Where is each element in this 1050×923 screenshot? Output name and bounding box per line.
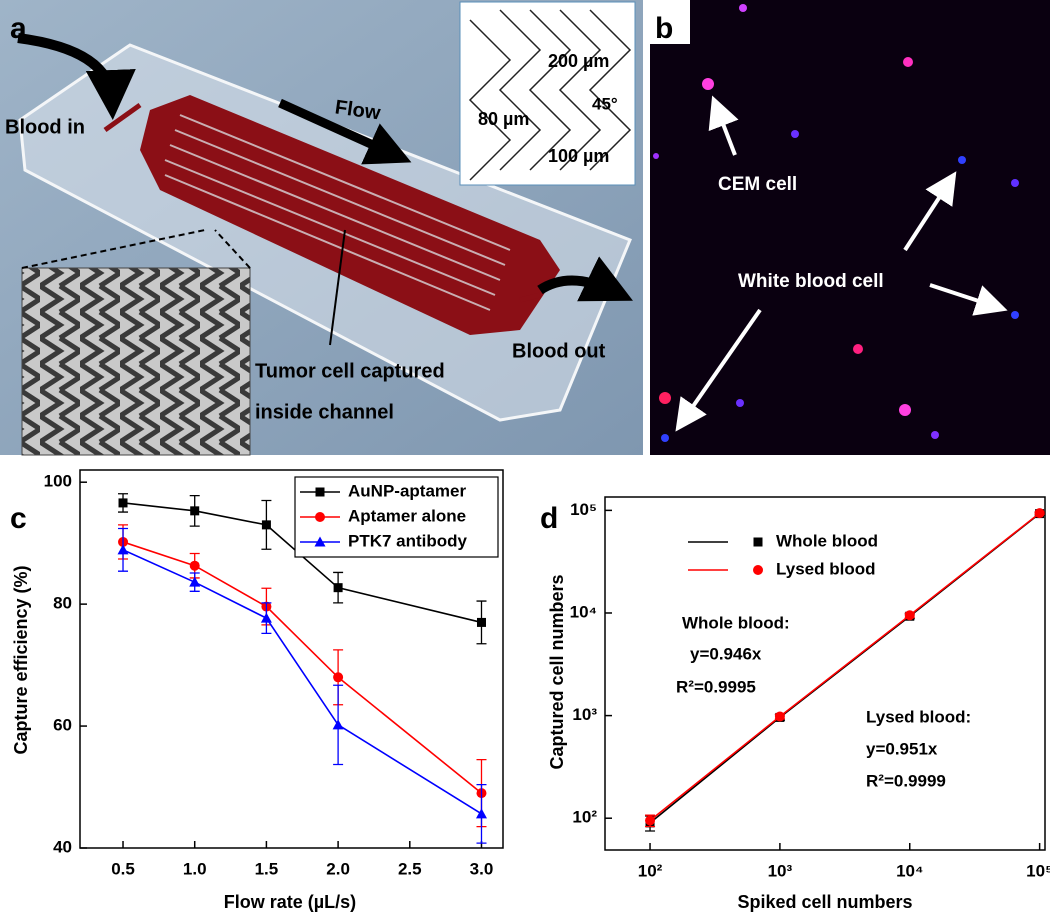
inset-label: 200 µm [548, 51, 609, 71]
annotation: y=0.951x [866, 739, 938, 758]
x-tick-label: 0.5 [111, 859, 135, 878]
marker [118, 498, 128, 508]
marker [774, 711, 785, 722]
x-tick-label: 10² [638, 861, 663, 880]
inset-label: 80 µm [478, 109, 529, 129]
marker [260, 612, 272, 623]
marker [261, 520, 271, 530]
y-tick-label: 40 [53, 837, 72, 856]
channel-walls [164, 114, 511, 311]
marker [753, 537, 763, 547]
x-tick-label: 2.0 [326, 859, 350, 878]
label-backdrop [650, 0, 690, 44]
series-line [122, 549, 482, 815]
x-axis-title: Flow rate (µL/s) [224, 892, 356, 912]
x-tick-label: 2.5 [398, 859, 422, 878]
marker [904, 610, 915, 621]
label-tumor: Tumor cell captured [255, 360, 445, 382]
panel-label: a [10, 12, 27, 45]
legend-label: Lysed blood [776, 559, 876, 578]
arrow-in [17, 33, 136, 120]
marker [1034, 508, 1045, 519]
y-tick-label: 10³ [572, 705, 597, 724]
series-line [649, 512, 1041, 822]
x-tick-label: 1.5 [255, 859, 279, 878]
y-tick-label: 10⁵ [570, 500, 597, 519]
x-axis-title: Spiked cell numbers [737, 892, 912, 912]
channel [140, 95, 560, 335]
label-cem: CEM cell [718, 174, 797, 195]
chart: 10² 10³ 10⁴ 10⁵ 10² 10³ 10⁴ 10⁵ d Spiked cell num… [540, 496, 1050, 912]
x-tick-label: 10⁵ [1026, 861, 1050, 880]
y-tick-label: 10² [572, 808, 597, 827]
plot-frame [604, 496, 1046, 851]
y-axis-title: Capture efficiency (%) [11, 565, 31, 754]
marker [314, 536, 326, 547]
x-tick-label: 10³ [768, 861, 793, 880]
zigzag-schematic [468, 9, 632, 181]
arrow [708, 95, 739, 156]
y-axis-title: Captured cell numbers [547, 574, 567, 769]
marker [189, 576, 201, 587]
photo-background [650, 0, 1050, 455]
marker [189, 560, 200, 571]
y-tick-label: 60 [53, 716, 72, 735]
x-tick-label: 3.0 [470, 859, 494, 878]
pointer [329, 229, 346, 346]
legend-label: Aptamer alone [348, 506, 466, 525]
marker [475, 808, 487, 819]
marker [315, 512, 325, 522]
marker [476, 617, 486, 627]
y-tick-label: 100 [44, 472, 72, 491]
panel-label: d [540, 502, 558, 535]
inset-label: 45° [592, 94, 618, 113]
marker [315, 487, 325, 497]
arrow [903, 171, 957, 252]
marker [645, 815, 656, 826]
series-line [122, 541, 482, 794]
legend-label: AuNP-aptamer [348, 481, 466, 500]
label-wbc: White blood cell [738, 271, 884, 292]
x-tick-label: 10⁴ [896, 861, 923, 880]
panel-b: b CEM cell White blood cell [650, 0, 1050, 455]
panel-a: a Blood in Flow 200 µm 80 µm 45° 100 µm … [0, 0, 643, 456]
cells [653, 4, 1019, 442]
arrow [675, 308, 762, 432]
chart: 0.5 1.0 1.5 2.0 2.5 3.0 40 60 80 100 c Flow rate (µ… [10, 469, 504, 912]
annotation: Whole blood: [682, 613, 790, 632]
inset-callout [21, 229, 251, 269]
annotation: R²=0.9995 [676, 677, 756, 696]
label-blood-in: Blood in [5, 116, 85, 138]
marker [333, 672, 344, 683]
marker [190, 506, 200, 516]
marker [332, 719, 344, 730]
annotation: y=0.946x [690, 644, 762, 663]
y-tick-label: 80 [53, 594, 72, 613]
panel-label: b [655, 12, 673, 45]
inset-label: 100 µm [548, 146, 609, 166]
annotation: Lysed blood: [866, 707, 971, 726]
label-blood-out: Blood out [512, 340, 606, 362]
plot-frame [79, 469, 504, 849]
arrow [929, 283, 1008, 316]
inset-micrograph [21, 267, 251, 456]
arrow-out [537, 256, 633, 302]
y-tick-label: 10⁴ [570, 602, 597, 621]
marker [117, 544, 129, 555]
panel-label: c [10, 502, 27, 535]
legend-label: Whole blood [776, 531, 878, 550]
label-tumor: inside channel [255, 401, 394, 423]
marker [753, 565, 763, 575]
x-tick-label: 1.0 [183, 859, 207, 878]
arrow-flow [278, 98, 412, 165]
marker [333, 583, 343, 593]
legend-label: PTK7 antibody [348, 531, 468, 550]
annotation: R²=0.9999 [866, 771, 946, 790]
